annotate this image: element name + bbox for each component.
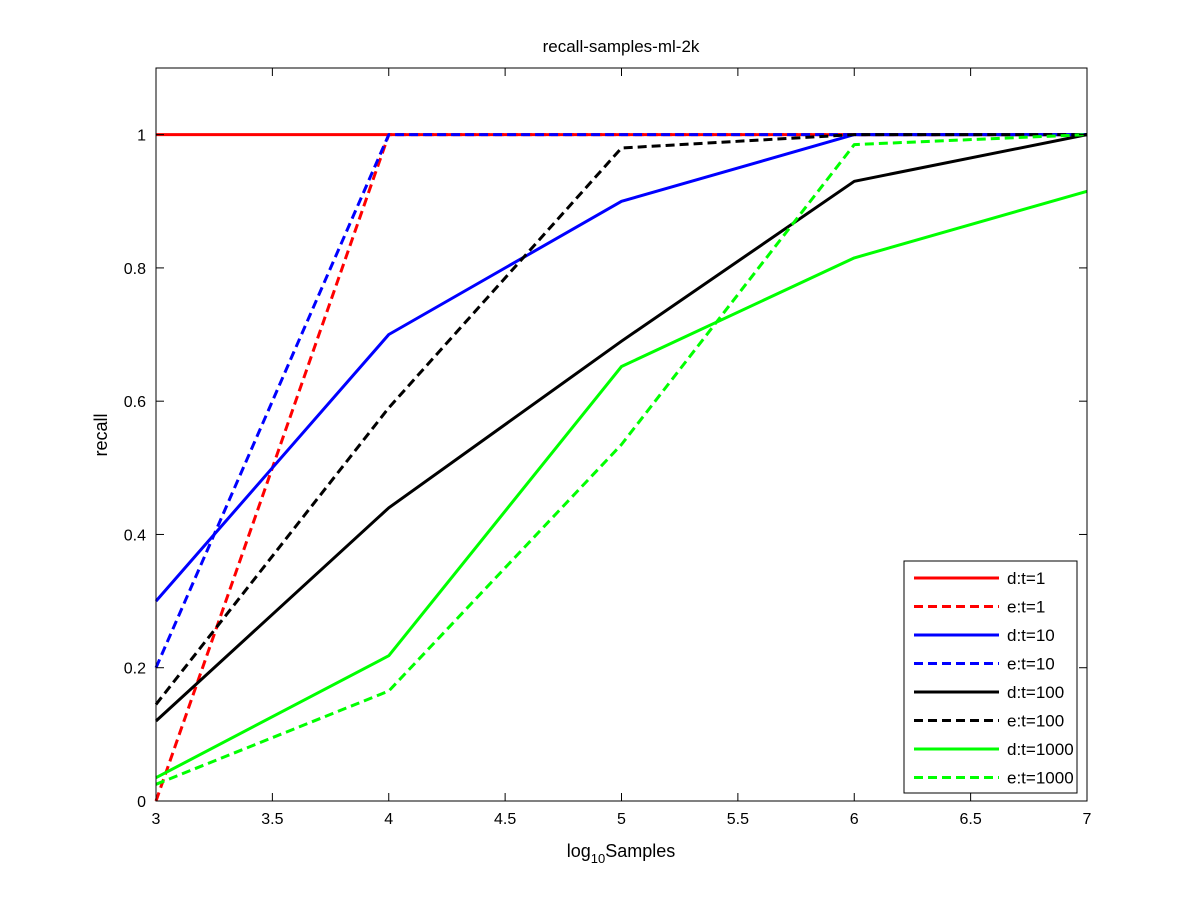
series-line-5 <box>154 133 1088 723</box>
y-tick-label: 0.2 <box>124 661 146 678</box>
legend: d:t=1 e:t=1 d:t=10 e:t=10 d:t=100 e:t=100 d:t=… <box>903 560 1078 794</box>
y-tick-label: 0 <box>137 794 146 811</box>
x-axis-label-subscript: 10 <box>591 851 605 866</box>
legend-label-4: e:t=10 <box>1007 655 1055 674</box>
x-axis-label: log10Samples <box>567 841 676 866</box>
legend-box <box>903 560 1078 794</box>
legend-label-7: d:t=1000 <box>1007 740 1074 759</box>
y-tick-label: 0.4 <box>124 527 146 544</box>
x-tick-label: 3 <box>152 811 161 828</box>
x-tick-label: 5.5 <box>727 811 749 828</box>
legend-label-2: e:t=1 <box>1007 598 1045 617</box>
x-tick-label: 5 <box>617 811 626 828</box>
legend-label-5: d:t=100 <box>1007 683 1064 702</box>
y-tick-label: 1 <box>137 128 146 145</box>
series-line-7 <box>155 189 1088 780</box>
series-line-6 <box>154 133 1087 706</box>
x-tick-label: 6.5 <box>960 811 982 828</box>
x-tick-label: 4 <box>384 811 393 828</box>
x-axis-label-prefix: log <box>567 841 591 861</box>
ticks-layer: 3 3.5 4 4.5 5 5.5 6 6.5 7 0 0.2 0.4 0.6 0.8 1 <box>124 68 1092 828</box>
legend-label-8: e:t=1000 <box>1007 769 1074 788</box>
x-axis-label-suffix: Samples <box>605 841 675 861</box>
legend-label-3: d:t=10 <box>1007 626 1055 645</box>
legend-label-1: d:t=1 <box>1007 569 1045 588</box>
series-line-8 <box>155 133 1088 786</box>
series-layer <box>154 133 1088 802</box>
y-axis-label: recall <box>91 413 111 456</box>
x-tick-label: 7 <box>1083 811 1092 828</box>
legend-label-6: e:t=100 <box>1007 712 1064 731</box>
y-tick-label: 0.8 <box>124 261 146 278</box>
chart-title: recall-samples-ml-2k <box>543 37 700 56</box>
x-tick-label: 3.5 <box>261 811 283 828</box>
y-tick-label: 0.6 <box>124 394 146 411</box>
x-tick-label: 6 <box>850 811 859 828</box>
x-tick-label: 4.5 <box>494 811 516 828</box>
